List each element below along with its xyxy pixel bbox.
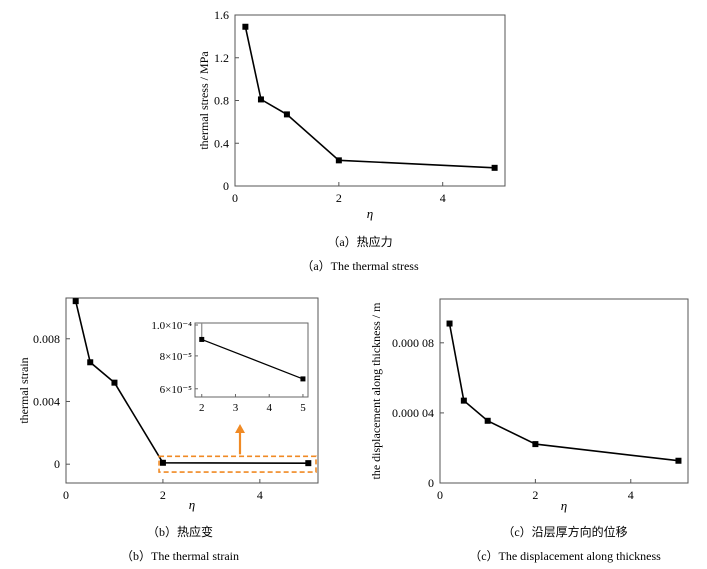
plot-frame-c bbox=[439, 298, 689, 484]
y-axis-label-a: thermal stress / MPa bbox=[197, 51, 211, 150]
inset-y-tick-label: 6×10⁻⁵ bbox=[160, 384, 193, 396]
plot-frame-a bbox=[234, 14, 506, 187]
data-point-b bbox=[305, 460, 312, 467]
caption-cn-a: （a）热应力 bbox=[327, 234, 392, 249]
y-tick-label-c: 0.000 04 bbox=[392, 406, 434, 420]
data-point-c bbox=[484, 417, 491, 424]
x-tick-label-a: 0 bbox=[232, 191, 238, 205]
data-point-b bbox=[72, 298, 79, 305]
x-tick-label-b: 2 bbox=[160, 488, 166, 502]
inset-x-tick-label: 4 bbox=[266, 402, 272, 414]
caption-en-b: （b）The thermal strain bbox=[121, 549, 239, 563]
data-point-b bbox=[111, 379, 118, 386]
x-tick-label-a: 4 bbox=[440, 191, 446, 205]
inset-series-line bbox=[201, 338, 304, 380]
caption-en-a: （a）The thermal stress bbox=[301, 259, 419, 273]
inset-data-point bbox=[300, 376, 306, 382]
y-tick-label-c: 0 bbox=[428, 476, 434, 490]
inset-y-tick-label: 8×10⁻⁵ bbox=[160, 351, 193, 363]
data-point-c bbox=[460, 397, 467, 404]
data-point-a bbox=[491, 164, 498, 171]
inset-frame bbox=[194, 322, 309, 398]
y-tick-label-a: 0 bbox=[223, 179, 229, 193]
caption-en-c: （c）The displacement along thickness bbox=[469, 549, 661, 563]
inset-x-tick-label: 5 bbox=[300, 402, 306, 414]
data-point-b bbox=[87, 359, 94, 366]
caption-cn-c: （c）沿层厚方向的位移 bbox=[502, 524, 627, 539]
series-line-a bbox=[244, 26, 495, 169]
inset-x-tick-label: 2 bbox=[199, 402, 205, 414]
data-point-c bbox=[675, 457, 682, 464]
inset-x-tick-label: 3 bbox=[233, 402, 239, 414]
plot-frame-b bbox=[65, 297, 319, 484]
panel-a: 0 2 4 0 0.4 0.8 1.2 1.6 thermal stress / MPa η （a）… bbox=[197, 8, 506, 273]
panel-c: 0 2 4 0 0.000 04 0.000 08 the displacement alo… bbox=[369, 298, 689, 563]
data-point-a bbox=[283, 111, 290, 118]
data-point-c bbox=[532, 441, 539, 448]
x-axis-label-c: η bbox=[561, 498, 567, 513]
data-point-a bbox=[242, 23, 249, 30]
y-axis-label-b: thermal strain bbox=[17, 357, 31, 423]
zoom-highlight-box bbox=[158, 455, 317, 473]
y-axis-label-c: the displacement along thickness / m bbox=[369, 302, 383, 480]
caption-cn-b: （b）热应变 bbox=[147, 524, 213, 539]
x-axis-label-a: η bbox=[367, 206, 373, 221]
x-axis-label-b: η bbox=[189, 497, 195, 512]
zoom-arrow-head bbox=[235, 424, 245, 433]
inset-data-point bbox=[199, 336, 205, 342]
inset-y-tick-label: 1.0×10⁻⁴ bbox=[151, 320, 192, 332]
y-tick-label-b: 0.004 bbox=[33, 394, 60, 408]
data-point-c bbox=[446, 320, 453, 327]
x-tick-label-c: 4 bbox=[628, 488, 634, 502]
inset-plot: 2 3 4 5 1.0×10⁻⁴ 8×10⁻⁵ 6×10⁻⁵ bbox=[151, 320, 309, 414]
y-tick-label-a: 1.2 bbox=[214, 51, 229, 65]
data-point-b bbox=[159, 459, 166, 466]
x-tick-label-a: 2 bbox=[336, 191, 342, 205]
x-tick-label-b: 0 bbox=[63, 488, 69, 502]
y-tick-label-b: 0.008 bbox=[33, 332, 60, 346]
x-tick-label-c: 0 bbox=[437, 488, 443, 502]
y-tick-label-b: 0 bbox=[54, 457, 60, 471]
x-tick-label-b: 4 bbox=[257, 488, 263, 502]
y-tick-label-c: 0.000 08 bbox=[392, 336, 434, 350]
x-tick-label-c: 2 bbox=[532, 488, 538, 502]
y-tick-label-a: 1.6 bbox=[214, 8, 229, 22]
series-line-c bbox=[448, 323, 679, 462]
data-point-a bbox=[335, 157, 342, 164]
data-point-a bbox=[257, 96, 264, 103]
y-tick-label-a: 0.4 bbox=[214, 136, 229, 150]
y-tick-label-a: 0.8 bbox=[214, 94, 229, 108]
